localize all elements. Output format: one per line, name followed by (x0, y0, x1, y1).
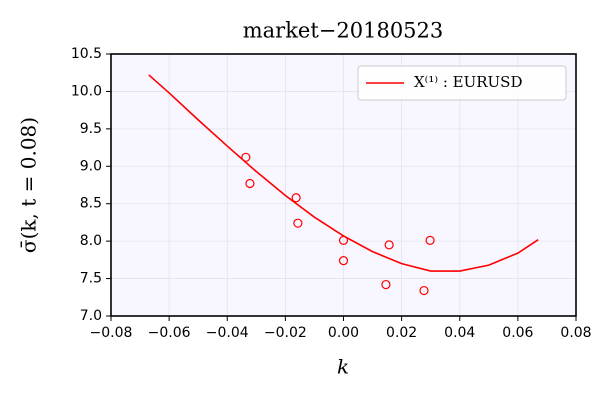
x-tick-label: 0.06 (502, 325, 533, 341)
x-tick-label: −0.06 (148, 325, 191, 341)
point (381, 279, 391, 290)
chart-title: market−20180523 (243, 19, 444, 43)
x-axis-label: k (337, 355, 349, 379)
y-tick-label: 7.5 (80, 271, 102, 287)
y-tick-label: 10.5 (71, 46, 102, 62)
x-tick-label: 0.04 (444, 325, 475, 341)
point (338, 235, 349, 245)
point (293, 218, 303, 228)
y-axis-label: σ̄(k, t = 0.08) (17, 117, 41, 253)
point (245, 178, 255, 189)
legend-box (357, 65, 567, 101)
y-tick-label: 8.5 (80, 196, 102, 212)
point (291, 193, 301, 203)
y-tick-label: 10.0 (71, 83, 102, 99)
plot-frame (110, 53, 577, 317)
y-tick-label: 7.0 (80, 308, 102, 324)
x-tick-label: −0.08 (90, 325, 133, 341)
legend: X⁽¹⁾ : EURUSD (357, 65, 567, 101)
point (338, 256, 349, 266)
point (419, 285, 429, 296)
x-tick-label: 0.00 (328, 325, 359, 341)
point (425, 235, 435, 245)
point (241, 152, 251, 162)
x-tick-label: −0.02 (264, 325, 307, 341)
x-tick-label: 0.02 (386, 325, 417, 341)
y-tick-label: 9.0 (80, 158, 102, 174)
point (384, 240, 394, 250)
y-tick-label: 8.0 (80, 233, 102, 249)
x-tick-label: −0.04 (206, 325, 249, 341)
marks (148, 74, 539, 296)
legend-label: X⁽¹⁾ : EURUSD (414, 73, 522, 91)
x-tick-label: 0.08 (560, 325, 591, 341)
y-tick-label: 9.5 (80, 121, 102, 137)
